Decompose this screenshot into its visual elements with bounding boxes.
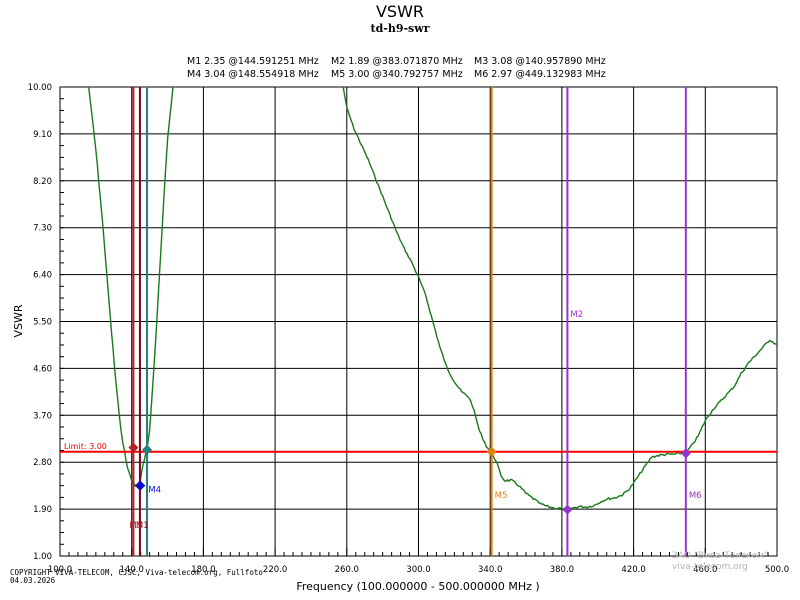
marker-diamond-m4b[interactable] bbox=[142, 444, 153, 455]
chart-subtitle: td-h9-swr bbox=[370, 22, 430, 35]
x-tick-label: 180.0 bbox=[191, 565, 215, 575]
marker-label-m5: M5 bbox=[495, 491, 508, 501]
x-tick-label: 220.0 bbox=[263, 565, 287, 575]
y-tick-label: 3.70 bbox=[33, 411, 52, 421]
x-axis-label: Frequency (100.000000 - 500.000000 MHz ) bbox=[296, 580, 539, 593]
x-tick-label: 140.0 bbox=[120, 565, 144, 575]
y-axis-label: VSWR bbox=[12, 304, 25, 337]
copyright-block: COPYRIGHT VIVA-TELECOM, CJSC, Viva-telec… bbox=[10, 569, 263, 585]
watermark-site: viva-telecom.org bbox=[672, 562, 748, 572]
x-tick-label: 260.0 bbox=[335, 565, 359, 575]
watermark-company: ЗАО "Вива-Телеком" bbox=[672, 551, 769, 561]
readout-m2: M2 1.89 @383.071870 MHz bbox=[331, 56, 463, 67]
y-tick-label: 7.30 bbox=[33, 224, 52, 234]
marker-diamond-m4[interactable] bbox=[135, 480, 146, 491]
copyright-date: 04.03.2026 bbox=[10, 576, 56, 585]
marker-label-m4: M4 bbox=[148, 486, 161, 496]
x-tick-label: 500.0 bbox=[765, 565, 789, 575]
tick-marks bbox=[59, 86, 778, 557]
y-tick-label: 2.80 bbox=[33, 458, 52, 468]
limit-label: Limit: 3.00 bbox=[64, 442, 107, 451]
y-tick-label: 4.60 bbox=[33, 364, 52, 374]
y-tick-label: 9.10 bbox=[33, 130, 52, 140]
marker-group: M1 M2 M3 M4 M5 M6 bbox=[128, 87, 702, 556]
marker-diamond-m6[interactable] bbox=[680, 448, 691, 459]
y-tick-label: 5.50 bbox=[33, 318, 52, 328]
copyright-text: COPYRIGHT VIVA-TELECOM, CJSC, Viva-telec… bbox=[10, 568, 263, 577]
readout-m1: M1 2.35 @144.591251 MHz bbox=[187, 56, 319, 67]
x-tick-label: 300.0 bbox=[406, 565, 430, 575]
watermark: ЗАО "Вива-Телеком" viva-telecom.org bbox=[672, 551, 768, 573]
y-tick-label: 8.20 bbox=[33, 177, 52, 187]
x-tick-label: 380.0 bbox=[550, 565, 574, 575]
readout-m3: M3 3.08 @140.957890 MHz bbox=[474, 56, 606, 67]
x-tick-labels: 100.0 140.0 180.0 220.0 260.0 300.0 340.0 380.0… bbox=[48, 565, 789, 575]
x-tick-label: 460.0 bbox=[693, 565, 717, 575]
marker-label-m2: M2 bbox=[570, 310, 583, 320]
readout-m5: M5 3.00 @340.792757 MHz bbox=[331, 69, 463, 80]
marker-label-m3: M3 bbox=[129, 521, 142, 531]
marker-diamond-m3[interactable] bbox=[128, 442, 139, 453]
y-tick-label: 1.90 bbox=[33, 505, 52, 515]
marker-diamond-m2[interactable] bbox=[562, 504, 573, 515]
x-tick-label: 420.0 bbox=[621, 565, 645, 575]
marker-diamond-m5[interactable] bbox=[486, 446, 497, 457]
marker-label-m6: M6 bbox=[689, 491, 702, 501]
chart-title: VSWR bbox=[375, 2, 425, 21]
readout-m6: M6 2.97 @449.132983 MHz bbox=[474, 69, 606, 80]
readout-m4: M4 3.04 @148.554918 MHz bbox=[187, 69, 319, 80]
marker-label-m1: M1 bbox=[136, 521, 149, 531]
grid-lines bbox=[60, 87, 777, 556]
y-tick-label: 10.00 bbox=[28, 83, 52, 93]
limit-group: Limit: 3.00 bbox=[60, 442, 777, 453]
y-tick-label: 6.40 bbox=[33, 271, 52, 281]
y-tick-labels: 1.00 1.90 2.80 3.70 4.60 5.50 6.40 7.30 8.20 9.10… bbox=[28, 83, 52, 562]
y-tick-label: 1.00 bbox=[33, 552, 52, 562]
x-tick-label: 100.0 bbox=[48, 565, 72, 575]
x-tick-label: 340.0 bbox=[478, 565, 502, 575]
